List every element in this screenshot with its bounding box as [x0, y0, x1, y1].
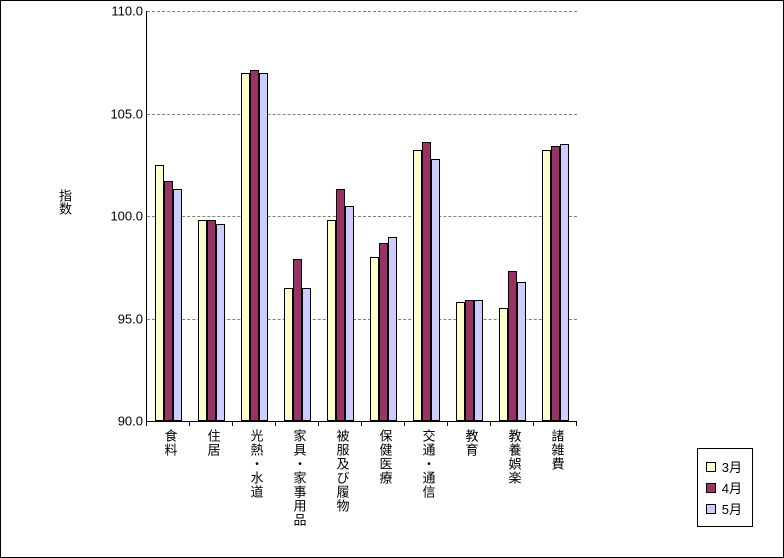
- bar: [542, 150, 551, 421]
- legend-item: 4月: [706, 478, 742, 497]
- x-category-label: 家具・家事用品: [290, 429, 309, 527]
- x-tick: [447, 421, 448, 426]
- bar: [474, 300, 483, 421]
- legend-item: 5月: [706, 499, 742, 518]
- bar: [198, 220, 207, 421]
- x-tick: [490, 421, 491, 426]
- bar: [336, 189, 345, 421]
- legend-label: 3月: [722, 457, 742, 476]
- bar: [293, 259, 302, 421]
- x-category-label: 光熱・水道: [247, 429, 266, 499]
- x-tick: [189, 421, 190, 426]
- legend-swatch: [706, 462, 716, 472]
- bar: [173, 189, 182, 421]
- legend-swatch: [706, 504, 716, 514]
- bar: [259, 73, 268, 422]
- x-category-label: 交通・通信: [419, 429, 438, 499]
- x-category-label: 食料: [161, 429, 180, 457]
- x-category-label: 教育: [462, 429, 481, 457]
- bar: [465, 300, 474, 421]
- legend-label: 4月: [722, 478, 742, 497]
- bar: [379, 243, 388, 421]
- bar: [250, 70, 259, 421]
- y-axis-title: 指数: [55, 189, 74, 215]
- bar: [241, 73, 250, 422]
- y-tick-label: 90.0: [103, 414, 143, 429]
- y-tick-label: 100.0: [103, 209, 143, 224]
- x-tick: [232, 421, 233, 426]
- x-category-label: 諸雑費: [548, 429, 567, 471]
- gridline: [147, 114, 577, 115]
- bar: [302, 288, 311, 421]
- x-category-label: 教養娯楽: [505, 429, 524, 485]
- bar: [345, 206, 354, 421]
- legend-item: 3月: [706, 457, 742, 476]
- bar: [155, 165, 164, 421]
- chart-container: 指数 90.0 95.0 100.0 105.0 110.0 3月 4月 5月 食料住居光熱…: [0, 0, 784, 558]
- bar: [327, 220, 336, 421]
- bar: [164, 181, 173, 421]
- bar: [431, 159, 440, 421]
- bar: [508, 271, 517, 421]
- bar: [207, 220, 216, 421]
- gridline: [147, 216, 577, 217]
- x-tick: [404, 421, 405, 426]
- bar: [422, 142, 431, 421]
- legend: 3月 4月 5月: [697, 448, 753, 527]
- x-tick: [146, 421, 147, 426]
- bar: [370, 257, 379, 421]
- legend-swatch: [706, 483, 716, 493]
- y-tick-label: 105.0: [103, 106, 143, 121]
- bar: [284, 288, 293, 421]
- x-category-label: 保健医療: [376, 429, 395, 485]
- x-tick: [576, 421, 577, 426]
- bar: [216, 224, 225, 421]
- y-tick-label: 110.0: [103, 4, 143, 19]
- legend-label: 5月: [722, 499, 742, 518]
- y-tick-label: 95.0: [103, 311, 143, 326]
- x-tick: [533, 421, 534, 426]
- bar: [560, 144, 569, 421]
- bar: [413, 150, 422, 421]
- bar: [517, 282, 526, 421]
- x-tick: [275, 421, 276, 426]
- plot-area: [146, 11, 577, 422]
- bar: [456, 302, 465, 421]
- x-tick: [318, 421, 319, 426]
- bar: [388, 237, 397, 422]
- bar: [551, 146, 560, 421]
- x-tick: [361, 421, 362, 426]
- gridline: [147, 11, 577, 12]
- x-category-label: 住居: [204, 429, 223, 457]
- x-category-label: 被服及び履物: [333, 429, 352, 513]
- bar: [499, 308, 508, 421]
